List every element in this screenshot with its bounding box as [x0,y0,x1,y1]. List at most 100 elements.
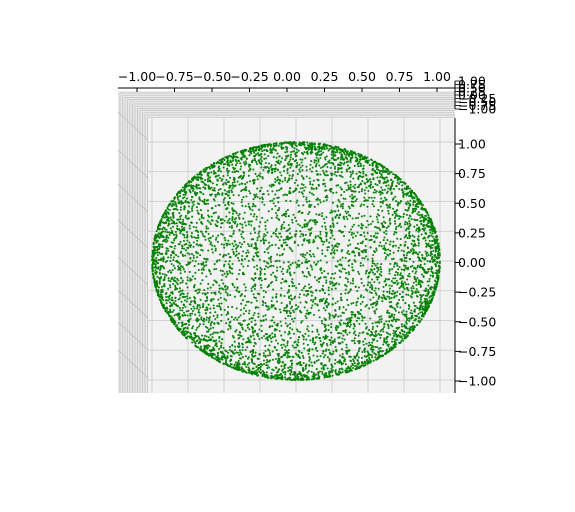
scatter-point [287,314,290,317]
scatter-point [371,259,374,262]
scatter-point [310,255,313,258]
scatter-point [348,290,351,293]
scatter-point [433,286,436,289]
scatter-point [293,341,296,344]
scatter-point [378,318,381,321]
scatter-point [398,187,401,191]
scatter-point [354,200,357,203]
scatter-point [258,370,261,373]
scatter-point [322,307,325,310]
scatter-point [262,354,265,357]
scatter-point [251,351,255,354]
scatter-point [274,357,277,361]
scatter-point [238,241,241,244]
scatter-point [360,215,363,218]
scatter-point [400,325,403,328]
scatter-point [364,198,367,202]
scatter-point [255,372,258,375]
scatter-point [331,217,334,220]
scatter-point [362,340,365,343]
scatter-point [438,254,441,257]
scatter-point [171,276,174,279]
scatter-point [288,365,292,369]
scatter-point [431,260,434,264]
scatter-point [279,160,282,163]
scatter-point [417,228,420,232]
scatter-point [384,277,387,281]
scatter-point [227,328,230,331]
scatter-point [394,338,397,341]
scatter-point [228,348,231,351]
scatter-point [250,287,253,290]
scatter-point [257,306,260,309]
scatter-point [192,256,195,260]
scatter-point [223,309,226,312]
scatter-point [248,317,251,321]
scatter-point [375,190,378,193]
scatter-point [429,217,432,220]
scatter-point [323,270,326,273]
scatter-point [210,321,213,324]
scatter-point [412,301,415,304]
scatter-point [366,219,369,223]
scatter-point [322,243,325,246]
scatter-point [179,221,182,224]
scatter-point [311,304,314,307]
scatter-point [410,242,413,245]
scatter-point [298,224,302,227]
scatter-point [405,310,408,313]
scatter-point [172,256,175,259]
scatter-point [378,281,381,284]
scatter-point [418,301,421,304]
scatter-point [427,219,430,222]
scatter-point [353,355,356,358]
scatter-point [361,156,364,159]
scatter-point [157,258,160,262]
scatter-point [280,365,283,368]
scatter-point [419,298,422,301]
scatter-point [316,355,319,358]
scatter-point [359,162,362,165]
scatter-point [181,266,184,269]
scatter-point [374,331,377,334]
scatter-point [288,190,291,193]
scatter-point [354,217,358,220]
scatter-point [247,251,250,254]
scatter-point [289,337,292,340]
scatter-point [266,339,269,342]
scatter-point [324,156,327,159]
scatter-point [267,154,270,158]
scatter-point [291,282,295,285]
scatter-point [357,270,360,273]
scatter-point [322,368,325,371]
scatter-point [294,376,297,379]
scatter-point [422,204,425,207]
scatter-point [275,160,278,163]
scatter-point [228,364,231,367]
scatter-point [414,305,417,308]
scatter-point [404,302,407,305]
scatter-point [164,299,167,302]
scatter-point [185,263,188,266]
scatter-point [210,291,213,294]
scatter-point [196,239,199,242]
scatter-point [362,203,366,207]
scatter-point [428,267,431,271]
scatter-point [296,373,299,376]
scatter-point [294,308,297,311]
scatter-point [197,183,200,187]
scatter-point [261,201,264,204]
scatter-point [154,237,157,240]
scatter-point [405,254,408,257]
scatter-point [225,275,228,278]
scatter-point [235,329,238,332]
scatter-point [300,351,303,354]
scatter-point [291,174,294,178]
scatter-point [312,298,315,302]
scatter-point [425,254,428,258]
scatter-point [347,213,350,217]
scatter-point [196,305,199,308]
scatter-point [422,275,425,279]
scatter-point [173,197,176,200]
scatter-point [258,235,261,238]
